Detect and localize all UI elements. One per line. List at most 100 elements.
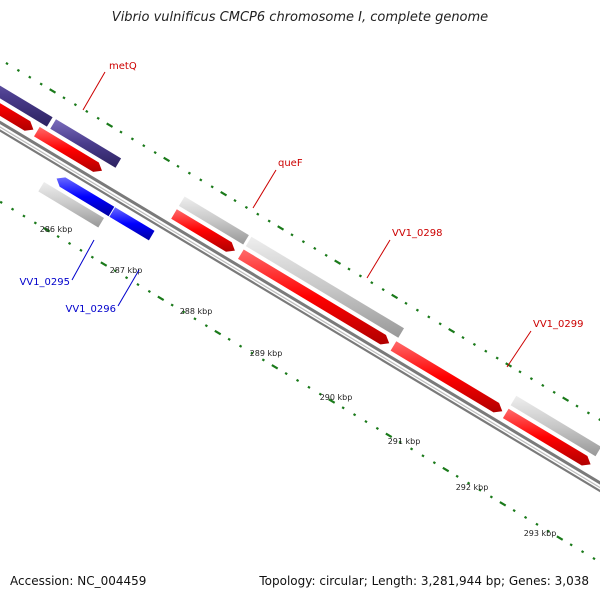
other-feature (178, 196, 249, 245)
backbone-track (0, 120, 600, 493)
minor-tick (22, 214, 26, 218)
minor-tick (56, 235, 60, 239)
minor-tick (427, 315, 431, 319)
minor-tick (130, 137, 134, 141)
minor-tick (181, 310, 186, 314)
minor-tick (341, 406, 345, 410)
forward-cds (502, 408, 591, 466)
minor-tick (375, 426, 379, 430)
minor-tick (153, 151, 157, 155)
minor-tick (238, 344, 243, 348)
minor-tick (67, 241, 72, 246)
minor-tick (136, 282, 140, 287)
forward-cds-queF (171, 209, 235, 252)
minor-tick (233, 198, 237, 203)
minor-tick (461, 335, 465, 340)
minor-tick (290, 233, 294, 237)
minor-tick (518, 370, 522, 374)
scale-tick-label: 290 kbp (320, 393, 353, 402)
gene-label[interactable]: VV1_0295 (20, 277, 71, 288)
major-tick (556, 535, 564, 541)
minor-tick (575, 404, 579, 408)
minor-tick (10, 207, 15, 211)
major-tick (277, 225, 285, 231)
backbone-line (0, 129, 600, 493)
minor-tick (370, 281, 374, 285)
minor-tick (592, 556, 596, 561)
minor-tick (523, 515, 528, 520)
minor-tick (352, 413, 357, 417)
forward-cds-VV1_0299 (390, 341, 503, 413)
reverse-cds-VV1_0295 (56, 177, 115, 217)
minor-tick (113, 269, 117, 273)
other-feature (38, 182, 104, 228)
major-tick (220, 190, 228, 197)
minor-tick (438, 322, 442, 326)
forward-cds-VV1_0298 (238, 249, 390, 345)
minor-tick (28, 75, 32, 79)
minor-tick (119, 130, 123, 134)
cog-feature (0, 85, 53, 127)
major-tick (499, 501, 507, 507)
minor-tick (267, 219, 271, 223)
minor-tick (16, 68, 20, 72)
minor-tick (472, 342, 476, 346)
major-tick (385, 432, 393, 438)
minor-tick (176, 164, 180, 168)
gene-leader-line (366, 239, 391, 279)
major-tick (448, 327, 456, 334)
minor-tick (466, 481, 471, 485)
major-tick (106, 122, 114, 128)
gene-label[interactable]: VV1_0298 (392, 228, 443, 239)
minor-tick (409, 447, 414, 451)
minor-tick (90, 255, 94, 259)
scale-tick-label: 293 kbp (524, 529, 557, 538)
feature-track (0, 85, 600, 466)
other-feature (245, 236, 404, 338)
major-tick (562, 396, 570, 402)
scale-tick-label: 286 kbp (40, 225, 73, 234)
minor-tick (432, 461, 436, 465)
minor-tick (347, 267, 351, 271)
forward-cds (0, 103, 34, 131)
minor-tick (204, 324, 208, 328)
minor-tick (301, 240, 305, 244)
minor-tick (529, 377, 533, 381)
cog-feature (50, 119, 122, 168)
minor-tick (324, 253, 328, 257)
gene-label[interactable]: VV1_0299 (533, 319, 584, 330)
major-tick (334, 259, 342, 265)
major-tick (43, 227, 51, 233)
minor-tick (552, 390, 556, 394)
minor-tick (199, 178, 203, 182)
minor-tick (124, 276, 129, 280)
minor-tick (62, 96, 66, 100)
gene-label[interactable]: queF (278, 158, 303, 169)
minor-tick (295, 378, 300, 383)
minor-tick (0, 200, 3, 204)
minor-tick (39, 82, 43, 86)
major-tick (100, 261, 108, 267)
minor-tick (250, 351, 254, 355)
minor-tick (284, 372, 288, 376)
minor-tick (256, 212, 260, 216)
gene-label[interactable]: metQ (109, 61, 137, 72)
map-title: Vibrio vulnificus CMCP6 chromosome I, co… (111, 10, 489, 25)
scale-tick-label: 292 kbp (456, 483, 489, 492)
minor-tick (147, 289, 151, 293)
other-feature (510, 395, 600, 457)
major-tick (271, 364, 279, 370)
minor-tick (489, 495, 493, 499)
major-tick (49, 88, 57, 94)
minor-tick (142, 144, 146, 148)
minor-tick (261, 358, 265, 362)
gene-label[interactable]: VV1_0296 (66, 304, 117, 315)
minor-tick (541, 383, 545, 388)
reverse-cds-VV1_0296 (109, 207, 155, 241)
minor-tick (421, 454, 425, 458)
minor-tick (495, 356, 499, 360)
minor-tick (546, 529, 550, 533)
minor-tick (313, 246, 317, 251)
minor-tick (33, 221, 37, 225)
